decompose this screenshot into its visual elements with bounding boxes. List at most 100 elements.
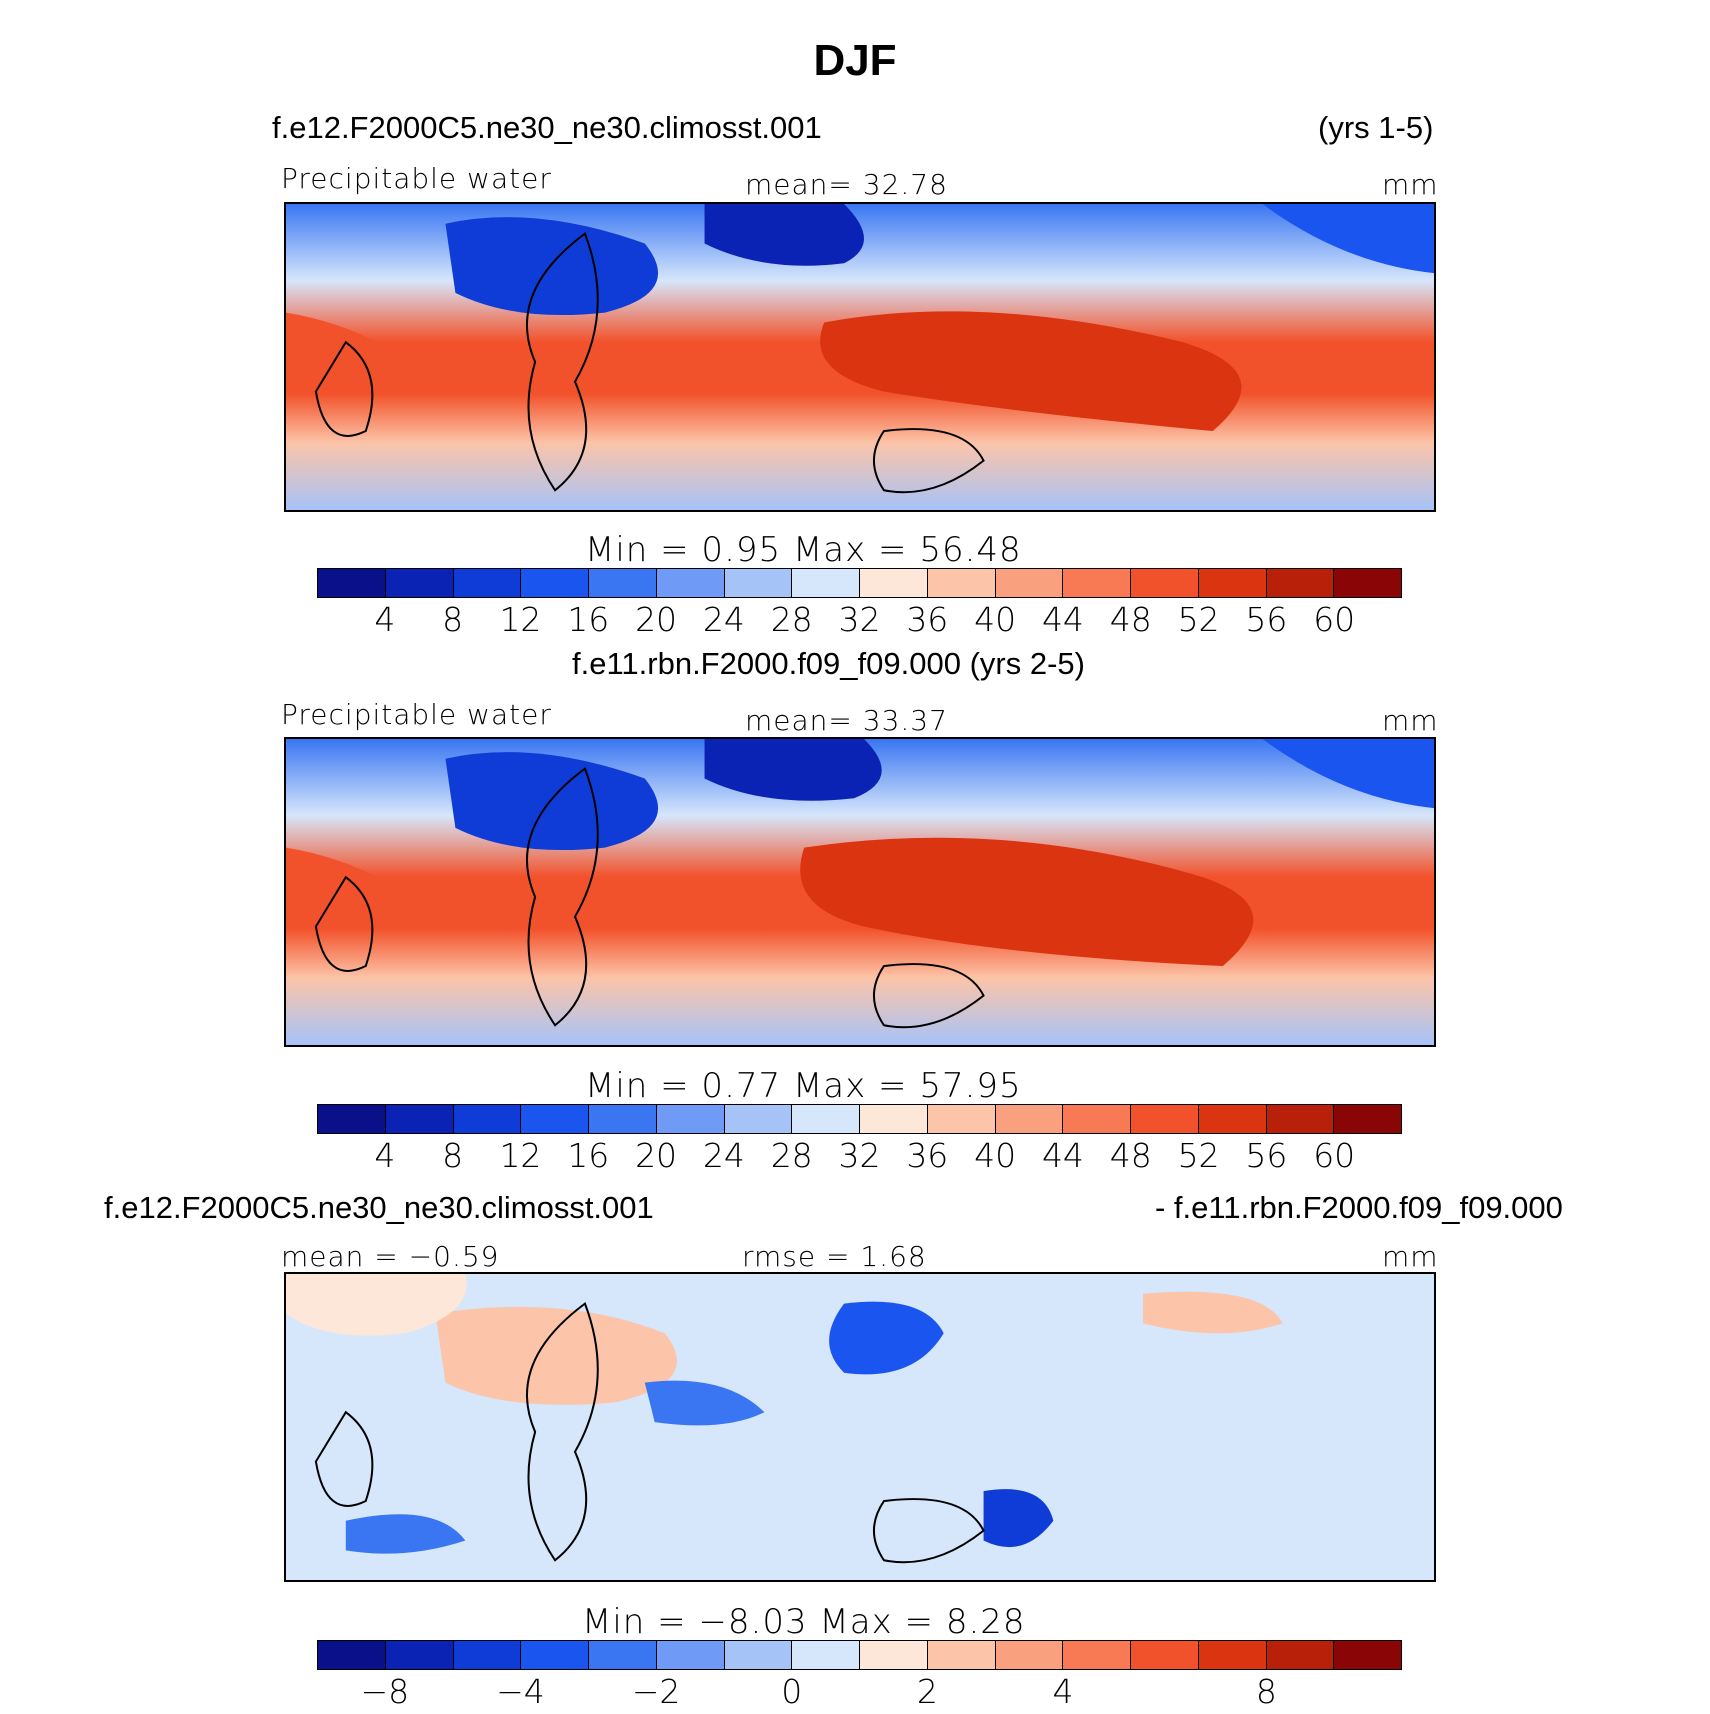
atlantic-positive-anomaly xyxy=(286,1274,467,1336)
colorbar-tick-label: −8 xyxy=(360,1672,410,1711)
colorbar-swatch xyxy=(453,1641,522,1669)
panel3-units-label: mm xyxy=(1382,1240,1439,1273)
colorbar-tick-label: 56 xyxy=(1245,1136,1288,1175)
panel1-minmax-label: Min = 0.95 Max = 56.48 xyxy=(585,530,1022,570)
colorbar-tick-label: 32 xyxy=(838,1136,881,1175)
colorbar-swatch xyxy=(318,1641,386,1669)
warm-pool-region xyxy=(800,837,1254,967)
colorbar-tick-label: 44 xyxy=(1041,600,1084,639)
colorbar-tick-label: −4 xyxy=(496,1672,545,1711)
colorbar-tick-label: 28 xyxy=(770,600,813,639)
colorbar-tick-label: 60 xyxy=(1313,600,1356,639)
colorbar-tick-label: 0 xyxy=(781,1672,803,1711)
south-atlantic-negative-anomaly xyxy=(345,1514,466,1554)
panel2-units-label: mm xyxy=(1382,704,1439,737)
colorbar-swatch xyxy=(1063,1641,1131,1669)
south-pacific-negative-anomaly xyxy=(983,1489,1054,1548)
panel1-units-label: mm xyxy=(1382,168,1439,201)
panel2-minmax-label: Min = 0.77 Max = 57.95 xyxy=(585,1066,1022,1106)
panel1-colorbar xyxy=(317,568,1402,598)
colorbar-tick-label: 2 xyxy=(916,1672,938,1711)
colorbar-swatch xyxy=(385,569,454,597)
panel2-mean-label: mean= 33.37 xyxy=(745,704,948,737)
coastlines xyxy=(314,1302,985,1564)
colorbar-tick-label: 20 xyxy=(635,600,678,639)
colorbar-swatch xyxy=(724,1105,793,1133)
colorbar-swatch xyxy=(927,1105,996,1133)
colorbar-swatch xyxy=(724,569,793,597)
coastlines xyxy=(314,232,985,494)
colorbar-tick-label: 12 xyxy=(499,1136,542,1175)
colorbar-swatch xyxy=(792,1641,860,1669)
colorbar-tick-label: 20 xyxy=(635,1136,678,1175)
colorbar-swatch xyxy=(995,1105,1064,1133)
colorbar-tick-label: 4 xyxy=(374,1136,396,1175)
colorbar-swatch xyxy=(724,1641,793,1669)
panel2-map xyxy=(284,737,1436,1047)
colorbar-swatch xyxy=(860,1641,928,1669)
colorbar-swatch xyxy=(1334,1641,1401,1669)
colorbar-swatch xyxy=(1334,569,1401,597)
north-america-dry-region xyxy=(1262,739,1434,809)
panel1-case-label: f.e12.F2000C5.ne30_ne30.climosst.001 xyxy=(272,110,822,145)
panel3-rmse-label: rmse = 1.68 xyxy=(742,1240,927,1273)
colorbar-tick-label: 60 xyxy=(1313,1136,1356,1175)
colorbar-swatch xyxy=(589,1105,657,1133)
colorbar-tick-label: 36 xyxy=(906,600,949,639)
colorbar-tick-label: 48 xyxy=(1109,1136,1152,1175)
colorbar-tick-label: 8 xyxy=(442,600,464,639)
panel2-variable-label: Precipitable water xyxy=(281,698,552,731)
colorbar-swatch xyxy=(1334,1105,1401,1133)
colorbar-swatch xyxy=(589,1641,657,1669)
north-pacific-positive-anomaly xyxy=(1143,1291,1283,1334)
colorbar-swatch xyxy=(1131,569,1199,597)
colorbar-swatch xyxy=(521,569,589,597)
colorbar-swatch xyxy=(1063,569,1131,597)
panel1-mean-label: mean= 32.78 xyxy=(745,168,948,201)
colorbar-tick-label: 16 xyxy=(567,1136,610,1175)
panel2-case-label: f.e11.rbn.F2000.f09_f09.000 (yrs 2-5) xyxy=(572,646,1085,681)
panel3-minmax-label: Min = −8.03 Max = 8.28 xyxy=(582,1602,1026,1642)
colorbar-tick-label: 24 xyxy=(702,1136,745,1175)
colorbar-swatch xyxy=(792,569,860,597)
colorbar-tick-label: 44 xyxy=(1041,1136,1084,1175)
colorbar-tick-label: −2 xyxy=(631,1672,681,1711)
page-title: DJF xyxy=(813,36,897,85)
colorbar-swatch xyxy=(860,1105,928,1133)
colorbar-tick-label: 36 xyxy=(906,1136,949,1175)
colorbar-swatch xyxy=(927,569,996,597)
colorbar-swatch xyxy=(1063,1105,1131,1133)
sahara-dry-region xyxy=(445,752,659,851)
colorbar-swatch xyxy=(656,569,725,597)
indian-ocean-negative-anomaly xyxy=(644,1380,765,1426)
colorbar-swatch xyxy=(318,1105,386,1133)
warm-pool-region xyxy=(820,311,1242,432)
colorbar-swatch xyxy=(1198,1641,1267,1669)
colorbar-tick-label: 12 xyxy=(499,600,542,639)
colorbar-swatch xyxy=(927,1641,996,1669)
panel3-map xyxy=(284,1272,1436,1582)
colorbar-swatch xyxy=(995,569,1064,597)
colorbar-tick-label: 52 xyxy=(1177,1136,1220,1175)
colorbar-tick-label: 4 xyxy=(374,600,396,639)
africa-positive-anomaly xyxy=(435,1306,677,1405)
colorbar-swatch xyxy=(521,1105,589,1133)
colorbar-swatch xyxy=(1131,1641,1199,1669)
colorbar-tick-label: 52 xyxy=(1177,600,1220,639)
colorbar-tick-label: 4 xyxy=(1052,1672,1074,1711)
colorbar-tick-label: 56 xyxy=(1245,600,1288,639)
colorbar-swatch xyxy=(521,1641,589,1669)
colorbar-tick-label: 8 xyxy=(1255,1672,1277,1711)
panel3-colorbar xyxy=(317,1640,1402,1670)
panel3-case-a-label: f.e12.F2000C5.ne30_ne30.climosst.001 xyxy=(104,1190,654,1225)
colorbar-swatch xyxy=(1131,1105,1199,1133)
colorbar-swatch xyxy=(1198,569,1267,597)
colorbar-swatch xyxy=(656,1105,725,1133)
colorbar-tick-label: 16 xyxy=(567,600,610,639)
colorbar-tick-label: 48 xyxy=(1109,600,1152,639)
north-america-dry-region xyxy=(1262,204,1434,274)
colorbar-swatch xyxy=(453,1105,522,1133)
colorbar-swatch xyxy=(318,569,386,597)
colorbar-tick-label: 24 xyxy=(702,600,745,639)
colorbar-swatch xyxy=(385,1105,454,1133)
